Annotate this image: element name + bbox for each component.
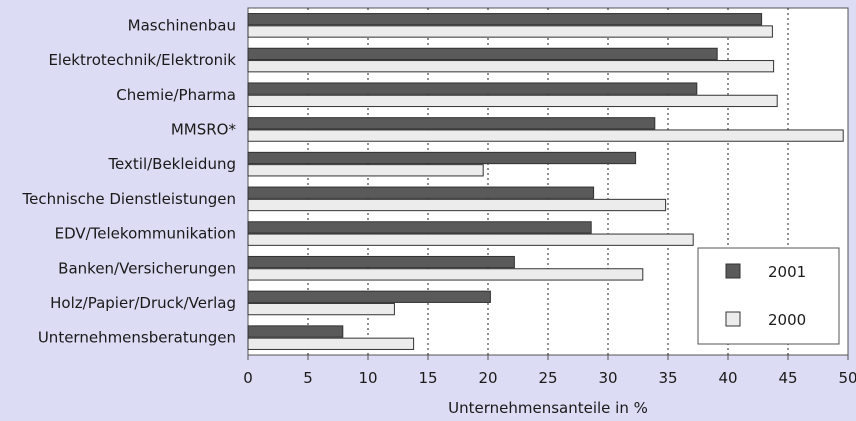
- bar-2001-8: [247, 290, 491, 303]
- bar-2000-1: [247, 60, 775, 73]
- x-tick-label-20: 20: [478, 369, 497, 387]
- category-label-2: Chemie/Pharma: [116, 86, 236, 104]
- category-label-6: EDV/Telekommunikation: [55, 225, 236, 243]
- category-label-7: Banken/Versicherungen: [58, 259, 236, 277]
- x-tick-label-0: 0: [243, 369, 253, 387]
- bar-2000-2: [247, 94, 778, 108]
- bars-group: [247, 13, 844, 350]
- bar-2001-2: [247, 82, 698, 95]
- bar-2000-7: [247, 268, 644, 281]
- category-label-4: Textil/Bekleidung: [107, 155, 236, 173]
- bar-2000-5: [247, 198, 667, 212]
- category-label-3: MMSRO*: [171, 120, 237, 138]
- bar-2000-3: [247, 129, 844, 142]
- bar-2001-4: [247, 151, 637, 165]
- category-label-8: Holz/Papier/Druck/Verlag: [50, 294, 236, 312]
- bar-2001-5: [247, 186, 595, 199]
- bar-2001-3: [247, 117, 656, 130]
- x-tick-label-5: 5: [303, 369, 313, 387]
- legend-swatch-2000: [725, 311, 741, 327]
- x-tick-label-25: 25: [538, 369, 557, 387]
- x-tick-label-35: 35: [658, 369, 677, 387]
- x-tick-label-30: 30: [598, 369, 617, 387]
- x-tick-label-45: 45: [778, 369, 797, 387]
- bar-2001-0: [247, 13, 763, 26]
- category-label-5: Technische Dienstleistungen: [21, 190, 236, 208]
- x-tick-label-10: 10: [358, 369, 377, 387]
- category-label-1: Elektrotechnik/Elektronik: [48, 51, 236, 69]
- legend-label-2000: 2000: [768, 311, 806, 329]
- x-tick-label-15: 15: [418, 369, 437, 387]
- x-tick-label-40: 40: [718, 369, 737, 387]
- category-labels: Maschinenbau Elektrotechnik/Elektronik Che…: [21, 16, 236, 346]
- x-axis-title: Unternehmensanteile in %: [448, 399, 648, 417]
- x-tick-label-50: 50: [838, 369, 856, 387]
- legend: 2001 2000: [697, 247, 840, 345]
- bar-2001-9: [247, 325, 344, 338]
- category-label-9: Unternehmensberatungen: [38, 329, 236, 347]
- bar-2000-9: [247, 337, 415, 350]
- legend-swatch-2001: [725, 263, 741, 279]
- x-axis-ticks: 0 5 10 15 20 25 30 35 40 45 50: [243, 355, 856, 387]
- bar-2000-0: [247, 25, 773, 38]
- bar-2000-8: [247, 302, 395, 316]
- bar-2000-4: [247, 164, 484, 177]
- legend-label-2001: 2001: [768, 263, 806, 281]
- bar-2001-1: [247, 47, 718, 61]
- category-label-0: Maschinenbau: [128, 16, 236, 34]
- bar-2000-6: [247, 233, 694, 246]
- bar-2001-7: [247, 255, 515, 269]
- bar-2001-6: [247, 221, 592, 234]
- legend-box: [697, 247, 840, 345]
